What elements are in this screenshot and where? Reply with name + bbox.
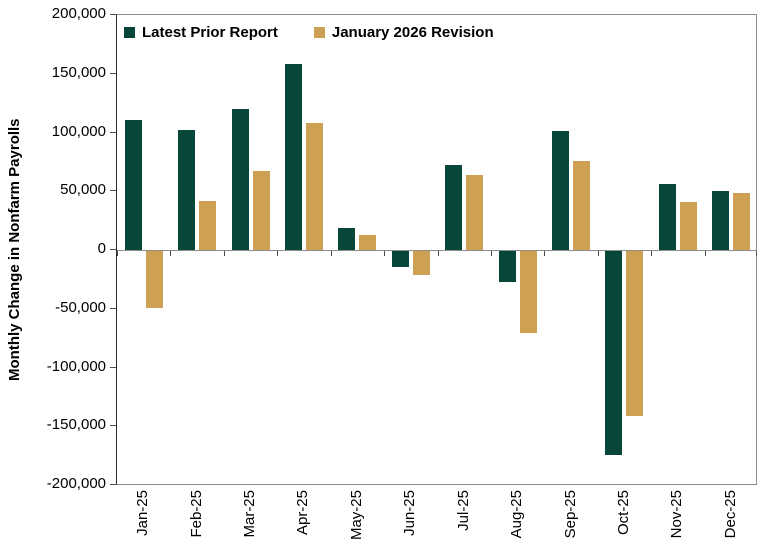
x-tick-mark — [756, 251, 757, 256]
plot-area: Latest Prior Report January 2026 Revision — [116, 14, 757, 485]
x-tick-mark — [490, 251, 492, 256]
y-tick-label: -200,000 — [46, 475, 106, 492]
y-tick-label: -150,000 — [46, 416, 106, 434]
bar-latest-prior-Feb-25 — [178, 129, 196, 250]
bar-revision-Dec-25 — [733, 193, 751, 250]
bar-revision-Jan-25 — [145, 251, 163, 308]
bar-revision-Nov-25 — [679, 201, 697, 250]
x-tick-mark — [384, 251, 386, 256]
legend-label: January 2026 Revision — [331, 24, 494, 41]
bar-revision-Jun-25 — [412, 251, 430, 275]
y-tick-mark — [110, 307, 116, 309]
bar-revision-Oct-25 — [626, 251, 644, 416]
bar-latest-prior-Nov-25 — [658, 184, 676, 250]
bar-revision-Feb-25 — [199, 200, 217, 250]
y-tick-mark — [110, 14, 116, 15]
legend-item-revision: January 2026 Revision — [313, 24, 494, 41]
y-tick-mark — [110, 366, 116, 368]
x-tick-mark — [597, 251, 599, 256]
legend-item-latest-prior: Latest Prior Report — [124, 24, 278, 41]
x-tick-label-Jun-25: Jun-25 — [401, 490, 419, 536]
y-tick-label: 200,000 — [51, 5, 106, 22]
x-tick-mark — [704, 251, 706, 256]
legend: Latest Prior Report January 2026 Revision — [124, 24, 494, 41]
y-tick-label: 0 — [97, 240, 106, 257]
bar-revision-May-25 — [359, 234, 377, 250]
y-tick-label: 50,000 — [60, 181, 106, 199]
bar-revision-Apr-25 — [305, 122, 323, 250]
x-tick-label-May-25: May-25 — [347, 490, 365, 541]
x-tick-label-Jul-25: Jul-25 — [454, 490, 472, 531]
x-tick-mark — [437, 251, 439, 256]
bar-latest-prior-Mar-25 — [231, 108, 249, 250]
y-tick-mark — [110, 131, 116, 133]
y-tick-mark — [110, 425, 116, 427]
x-tick-label-Dec-25: Dec-25 — [721, 490, 739, 539]
y-tick-mark — [110, 249, 116, 250]
x-tick-mark — [651, 251, 653, 256]
y-tick-mark — [110, 72, 116, 74]
x-tick-mark — [223, 251, 225, 256]
x-tick-mark — [544, 251, 546, 256]
y-tick-label: 150,000 — [51, 63, 106, 81]
bar-latest-prior-Jan-25 — [124, 120, 142, 250]
bar-revision-Sep-25 — [573, 160, 591, 250]
y-tick-label: -100,000 — [46, 357, 106, 375]
legend-label: Latest Prior Report — [142, 24, 278, 41]
y-tick-mark — [110, 484, 116, 485]
bar-revision-Jul-25 — [466, 174, 484, 250]
x-tick-label-Oct-25: Oct-25 — [614, 490, 632, 536]
x-tick-mark — [277, 251, 279, 256]
x-tick-label-Feb-25: Feb-25 — [187, 490, 205, 538]
y-tick-label: 100,000 — [51, 122, 106, 140]
legend-swatch-icon — [313, 27, 325, 38]
bar-latest-prior-Dec-25 — [712, 191, 730, 250]
bar-latest-prior-Jun-25 — [391, 251, 409, 268]
x-tick-label-Nov-25: Nov-25 — [668, 490, 686, 539]
x-tick-mark — [117, 251, 118, 256]
bar-latest-prior-Oct-25 — [605, 251, 623, 455]
bar-latest-prior-May-25 — [338, 227, 356, 250]
bar-revision-Mar-25 — [252, 171, 270, 250]
x-tick-label-Mar-25: Mar-25 — [241, 490, 259, 538]
x-tick-label-Aug-25: Aug-25 — [508, 490, 526, 539]
bar-latest-prior-Jul-25 — [445, 165, 463, 250]
zero-axis-line — [117, 250, 756, 251]
x-tick-mark — [170, 251, 172, 256]
x-tick-label-Apr-25: Apr-25 — [294, 490, 312, 536]
x-tick-label-Jan-25: Jan-25 — [134, 490, 152, 536]
y-tick-mark — [110, 190, 116, 192]
legend-swatch-icon — [124, 27, 135, 38]
x-tick-mark — [330, 251, 332, 256]
bar-latest-prior-Apr-25 — [284, 63, 302, 250]
x-tick-label-Sep-25: Sep-25 — [561, 490, 579, 539]
y-tick-label: -50,000 — [55, 298, 106, 316]
bar-latest-prior-Sep-25 — [552, 131, 570, 250]
bar-revision-Aug-25 — [519, 251, 537, 334]
bar-latest-prior-Aug-25 — [498, 251, 516, 282]
